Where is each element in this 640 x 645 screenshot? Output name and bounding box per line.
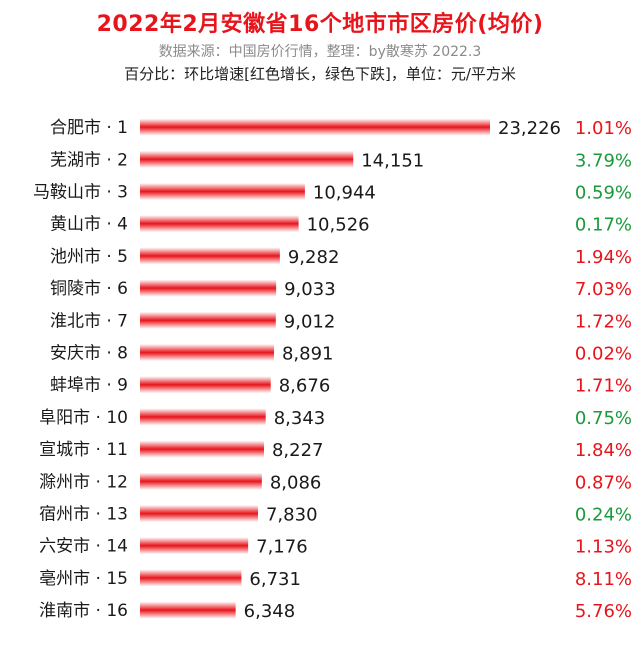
- value-label: 8,676: [279, 376, 331, 397]
- change-percent-label: 0.87%: [575, 472, 632, 493]
- category-label: 蚌埠市 · 9: [50, 376, 128, 396]
- bar: [140, 311, 276, 329]
- bar: [140, 505, 258, 522]
- bar: [140, 247, 280, 265]
- bar: [140, 537, 249, 555]
- value-label: 9,033: [284, 279, 336, 300]
- value-label: 7,176: [256, 537, 308, 558]
- change-percent-label: 8.11%: [575, 569, 632, 590]
- change-percent-label: 0.02%: [575, 344, 632, 365]
- value-label: 14,151: [361, 150, 424, 171]
- change-percent-label: 0.24%: [575, 505, 632, 526]
- bar: [140, 279, 277, 297]
- value-label: 8,891: [282, 344, 334, 365]
- value-label: 23,226: [498, 118, 561, 139]
- change-percent-label: 5.76%: [575, 601, 632, 622]
- bar: [140, 601, 236, 619]
- category-label: 黄山市 · 4: [50, 215, 128, 235]
- bar: [140, 472, 262, 490]
- change-percent-label: 0.59%: [575, 183, 632, 204]
- category-label: 池州市 · 5: [50, 247, 128, 267]
- category-label: 阜阳市 · 10: [39, 408, 128, 428]
- chart-note: 百分比：环比增速[红色增长，绿色下跌]，单位：元/平方米: [124, 65, 516, 83]
- category-label: 宣城市 · 11: [39, 440, 128, 460]
- change-percent-label: 1.84%: [575, 440, 632, 461]
- value-label: 7,830: [266, 505, 318, 526]
- category-label: 马鞍山市 · 3: [33, 183, 128, 203]
- bar: [140, 215, 299, 233]
- bar: [140, 440, 264, 458]
- chart-source: 数据来源：中国房价行情，整理：by散寒苏 2022.3: [158, 44, 482, 60]
- change-percent-label: 1.94%: [575, 247, 632, 268]
- category-label: 滁州市 · 12: [39, 472, 128, 492]
- value-label: 6,731: [249, 569, 301, 590]
- category-label: 宿州市 · 13: [39, 505, 128, 525]
- category-label: 淮北市 · 7: [50, 311, 128, 331]
- category-label: 合肥市 · 1: [50, 118, 128, 138]
- bar: [140, 183, 305, 200]
- change-percent-label: 0.75%: [575, 408, 632, 429]
- change-percent-label: 0.17%: [575, 215, 632, 236]
- bar: [140, 376, 271, 394]
- value-label: 9,282: [288, 247, 340, 268]
- category-label: 淮南市 · 16: [39, 601, 128, 621]
- bar: [140, 569, 242, 587]
- bar: [140, 118, 490, 136]
- change-percent-label: 1.71%: [575, 376, 632, 397]
- category-label: 铜陵市 · 6: [50, 279, 128, 299]
- value-label: 9,012: [284, 311, 336, 332]
- bar: [140, 408, 266, 426]
- category-label: 芜湖市 · 2: [50, 150, 128, 170]
- value-label: 8,227: [272, 440, 324, 461]
- change-percent-label: 7.03%: [575, 279, 632, 300]
- change-percent-label: 3.79%: [575, 150, 632, 171]
- value-label: 10,944: [313, 183, 376, 204]
- chart-title: 2022年2月安徽省16个地市市区房价(均价): [96, 12, 544, 37]
- change-percent-label: 1.72%: [575, 311, 632, 332]
- change-percent-label: 1.13%: [575, 537, 632, 558]
- bar: [140, 344, 274, 361]
- value-label: 10,526: [307, 215, 370, 236]
- bar: [140, 150, 354, 168]
- value-label: 6,348: [244, 601, 296, 622]
- category-label: 六安市 · 14: [39, 537, 128, 557]
- value-label: 8,086: [270, 472, 322, 493]
- category-label: 安庆市 · 8: [50, 344, 128, 364]
- value-label: 8,343: [274, 408, 326, 429]
- category-label: 亳州市 · 15: [39, 569, 128, 589]
- change-percent-label: 1.01%: [575, 118, 632, 139]
